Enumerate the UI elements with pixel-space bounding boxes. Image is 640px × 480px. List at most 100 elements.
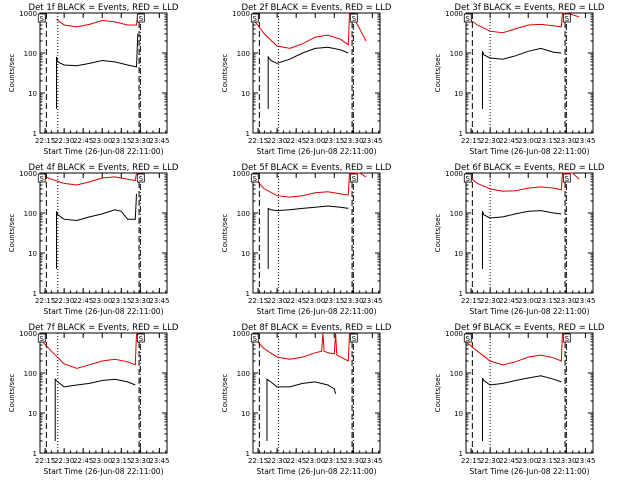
series-events — [482, 210, 562, 269]
x-axis-label: Start Time (26-Jun-08 22:11:00) — [257, 467, 377, 476]
marker-box — [136, 333, 145, 343]
x-tick-label: 22:15 — [461, 457, 481, 465]
x-tick-label: 23:00 — [518, 137, 538, 145]
y-tick-label: 1000 — [445, 330, 463, 338]
plot-frame — [39, 12, 168, 134]
marker-label: S — [253, 175, 258, 183]
panel-title: Det 4f BLACK = Events, RED = LLD — [29, 163, 179, 173]
y-tick-label: 1000 — [445, 170, 463, 178]
y-tick-label: 1 — [459, 450, 463, 458]
x-tick-label: 23:00 — [92, 457, 112, 465]
y-tick-label: 1 — [246, 290, 250, 298]
marker-label: S — [352, 175, 357, 183]
panel-title: Det 8f BLACK = Events, RED = LLD — [242, 323, 392, 333]
x-tick-label: 23:15 — [111, 457, 131, 465]
series-events — [482, 47, 562, 109]
panel-title: Det 2f BLACK = Events, RED = LLD — [242, 3, 392, 13]
x-tick-label: 22:15 — [248, 457, 268, 465]
x-tick-label: 22:30 — [480, 297, 500, 305]
series-events — [56, 33, 139, 109]
series-lld — [465, 12, 580, 34]
panel-det-9: Det 9f BLACK = Events, RED = LLD Counts/s… — [434, 323, 605, 476]
x-axis-label: Start Time (26-Jun-08 22:11:00) — [470, 307, 590, 316]
y-axis-label: Counts/sec — [8, 214, 16, 253]
panel-title: Det 1f BLACK = Events, RED = LLD — [29, 3, 179, 13]
x-tick-label: 23:30 — [556, 297, 576, 305]
series-lld — [39, 332, 137, 369]
x-tick-label: 23:45 — [149, 457, 169, 465]
x-tick-label: 23:30 — [556, 457, 576, 465]
marker-label: S — [40, 175, 45, 183]
marker-label: S — [139, 15, 144, 23]
panel-title: Det 6f BLACK = Events, RED = LLD — [455, 163, 605, 173]
y-tick-label: 10 — [28, 410, 37, 418]
y-tick-label: 10 — [28, 250, 37, 258]
x-tick-label: 23:30 — [556, 137, 576, 145]
x-axis-label: Start Time (26-Jun-08 22:11:00) — [257, 147, 377, 156]
marker-box — [349, 333, 358, 343]
series-lld — [39, 172, 137, 186]
marker-box — [136, 13, 145, 23]
y-tick-label: 100 — [237, 50, 250, 58]
x-tick-label: 22:45 — [73, 137, 93, 145]
plot-frame — [252, 332, 381, 454]
y-tick-label: 10 — [241, 250, 250, 258]
y-tick-label: 1 — [33, 450, 37, 458]
series-lld — [56, 12, 139, 28]
x-axis-label: Start Time (26-Jun-08 22:11:00) — [470, 467, 590, 476]
x-tick-label: 23:45 — [149, 297, 169, 305]
marker-label: S — [253, 335, 258, 343]
y-tick-label: 1000 — [445, 10, 463, 18]
series-lld — [252, 332, 350, 362]
y-tick-label: 100 — [237, 370, 250, 378]
panel-det-8: Det 8f BLACK = Events, RED = LLD Counts/s… — [221, 323, 392, 476]
marker-box — [37, 333, 46, 343]
marker-label: S — [466, 175, 471, 183]
x-tick-label: 22:15 — [248, 137, 268, 145]
marker-label: S — [40, 15, 45, 23]
marker-box — [250, 13, 259, 23]
marker-box — [349, 13, 358, 23]
series-events — [267, 205, 349, 269]
x-tick-label: 22:15 — [35, 457, 55, 465]
x-tick-label: 22:30 — [54, 297, 74, 305]
x-tick-label: 23:00 — [92, 297, 112, 305]
x-tick-label: 23:45 — [149, 137, 169, 145]
marker-box — [463, 13, 472, 23]
y-tick-label: 1 — [459, 290, 463, 298]
panel-det-3: Det 3f BLACK = Events, RED = LLD Counts/s… — [434, 3, 605, 156]
x-tick-label: 22:45 — [73, 297, 93, 305]
x-tick-label: 22:45 — [286, 137, 306, 145]
x-axis-label: Start Time (26-Jun-08 22:11:00) — [470, 147, 590, 156]
x-tick-label: 22:15 — [248, 297, 268, 305]
plot-frame — [465, 172, 594, 294]
marker-box — [349, 173, 358, 183]
series-events — [482, 375, 562, 441]
x-tick-label: 23:45 — [575, 457, 595, 465]
panel-det-5: Det 5f BLACK = Events, RED = LLD Counts/s… — [221, 163, 392, 316]
x-tick-label: 23:45 — [362, 297, 382, 305]
x-tick-label: 23:00 — [518, 457, 538, 465]
marker-label: S — [139, 335, 144, 343]
panel-det-1: Det 1f BLACK = Events, RED = LLD Counts/s… — [8, 3, 179, 156]
x-tick-label: 23:15 — [537, 137, 557, 145]
y-tick-label: 10 — [241, 410, 250, 418]
x-tick-label: 23:15 — [324, 297, 344, 305]
panel-title: Det 5f BLACK = Events, RED = LLD — [242, 163, 392, 173]
y-axis-label: Counts/sec — [8, 374, 16, 413]
x-tick-label: 23:00 — [305, 457, 325, 465]
y-tick-label: 10 — [241, 90, 250, 98]
marker-box — [37, 13, 46, 23]
y-tick-label: 100 — [450, 370, 463, 378]
y-tick-label: 100 — [24, 50, 37, 58]
x-tick-label: 22:30 — [267, 297, 287, 305]
x-tick-label: 22:45 — [286, 297, 306, 305]
x-tick-label: 23:00 — [518, 297, 538, 305]
x-tick-label: 23:15 — [111, 297, 131, 305]
y-axis-label: Counts/sec — [221, 374, 229, 413]
series-events — [54, 377, 136, 441]
marker-label: S — [565, 175, 570, 183]
marker-box — [136, 173, 145, 183]
plot-frame — [39, 332, 168, 454]
y-tick-label: 1 — [33, 130, 37, 138]
